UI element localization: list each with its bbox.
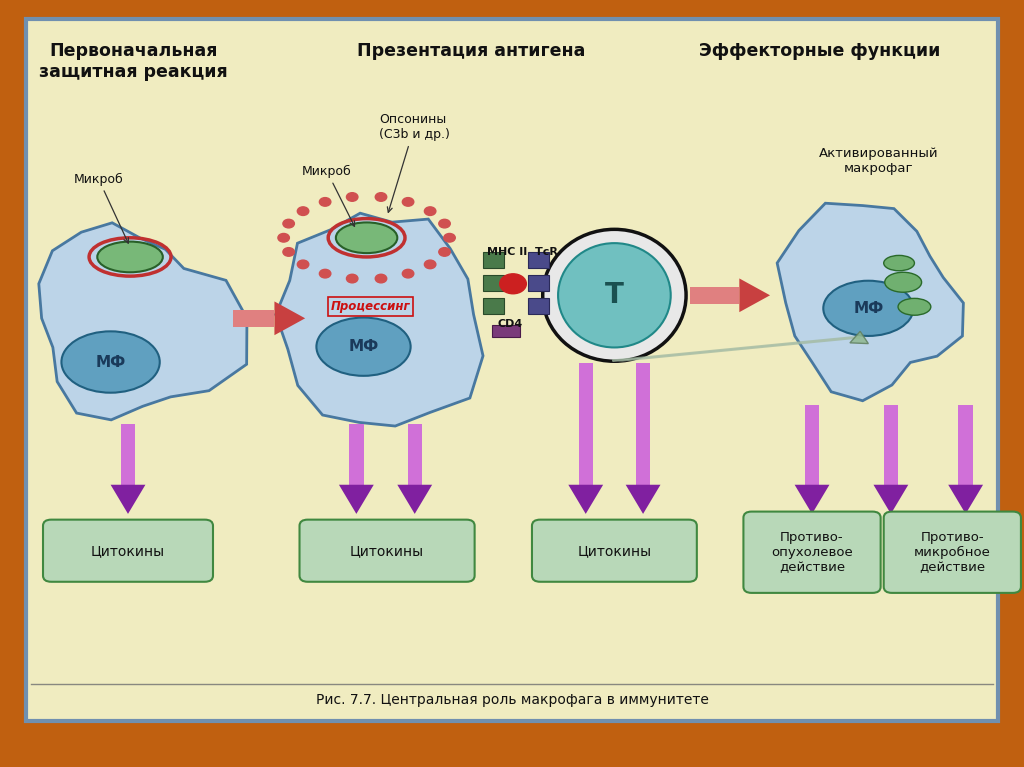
Circle shape [319,269,331,278]
FancyBboxPatch shape [528,275,549,291]
Ellipse shape [97,242,163,272]
Polygon shape [690,287,739,304]
Text: МНС II  ТсR: МНС II ТсR [486,246,558,257]
Polygon shape [568,485,603,514]
Text: Презентация антигена: Презентация антигена [356,42,586,60]
FancyBboxPatch shape [483,275,504,291]
Text: Опсонины
(С3b и др.): Опсонины (С3b и др.) [379,113,450,212]
Text: CD4: CD4 [498,318,522,329]
Polygon shape [121,424,135,485]
Ellipse shape [61,331,160,393]
FancyBboxPatch shape [483,252,504,268]
FancyBboxPatch shape [299,520,474,582]
Circle shape [500,274,526,294]
FancyBboxPatch shape [483,298,504,314]
FancyBboxPatch shape [528,298,549,314]
FancyBboxPatch shape [884,512,1021,593]
Polygon shape [612,337,860,360]
Polygon shape [850,331,868,344]
Ellipse shape [336,222,397,253]
Circle shape [402,198,414,206]
Text: МФ: МФ [348,339,379,354]
Text: Цитокины: Цитокины [578,544,651,558]
Ellipse shape [543,229,686,361]
Circle shape [439,219,451,228]
Polygon shape [739,278,770,312]
Polygon shape [579,363,593,485]
FancyBboxPatch shape [743,512,881,593]
Circle shape [346,193,358,201]
Circle shape [375,193,387,201]
Polygon shape [275,213,483,426]
Ellipse shape [885,272,922,292]
Text: Процессинг: Процессинг [331,301,411,313]
Text: МФ: МФ [853,301,884,316]
Text: Противо-
опухолевое
действие: Противо- опухолевое действие [771,531,853,574]
Polygon shape [884,405,898,485]
Text: Эффекторные функции: Эффекторные функции [698,42,940,60]
Circle shape [346,275,358,283]
Polygon shape [233,310,274,327]
Circle shape [443,233,456,242]
Polygon shape [805,405,819,485]
Ellipse shape [823,281,913,336]
Ellipse shape [558,243,671,347]
Text: Рис. 7.7. Центральная роль макрофага в иммунитете: Рис. 7.7. Центральная роль макрофага в и… [315,693,709,706]
Polygon shape [777,203,964,400]
Polygon shape [873,485,908,514]
Polygon shape [626,485,660,514]
FancyBboxPatch shape [532,520,696,582]
Text: Т: Т [605,281,624,309]
Text: Противо-
микробное
действие: Противо- микробное действие [913,531,991,574]
Polygon shape [958,405,973,485]
Circle shape [297,207,309,216]
FancyBboxPatch shape [528,252,549,268]
Polygon shape [274,301,305,335]
Text: Цитокины: Цитокины [350,544,424,558]
FancyBboxPatch shape [43,520,213,582]
Polygon shape [636,363,650,485]
Text: Цитокины: Цитокины [91,544,165,558]
Ellipse shape [316,318,411,376]
Circle shape [424,260,436,268]
Ellipse shape [898,298,931,315]
Circle shape [424,207,436,216]
Polygon shape [339,485,374,514]
Circle shape [375,275,387,283]
Circle shape [278,233,290,242]
Circle shape [439,248,451,256]
Polygon shape [39,222,247,420]
Polygon shape [795,485,829,514]
Text: Микроб: Микроб [302,165,354,226]
Polygon shape [349,424,364,485]
Ellipse shape [884,255,914,271]
Text: Первоначальная
защитная реакция: Первоначальная защитная реакция [39,42,227,81]
Text: МФ: МФ [95,354,126,370]
Text: Микроб: Микроб [74,173,128,243]
Circle shape [297,260,309,268]
Text: Активированный
макрофаг: Активированный макрофаг [819,147,938,175]
Circle shape [283,219,294,228]
Circle shape [283,248,294,256]
Circle shape [319,198,331,206]
Polygon shape [397,485,432,514]
Circle shape [402,269,414,278]
FancyBboxPatch shape [26,19,998,721]
Polygon shape [948,485,983,514]
FancyBboxPatch shape [492,325,520,337]
Polygon shape [111,485,145,514]
Polygon shape [408,424,422,485]
